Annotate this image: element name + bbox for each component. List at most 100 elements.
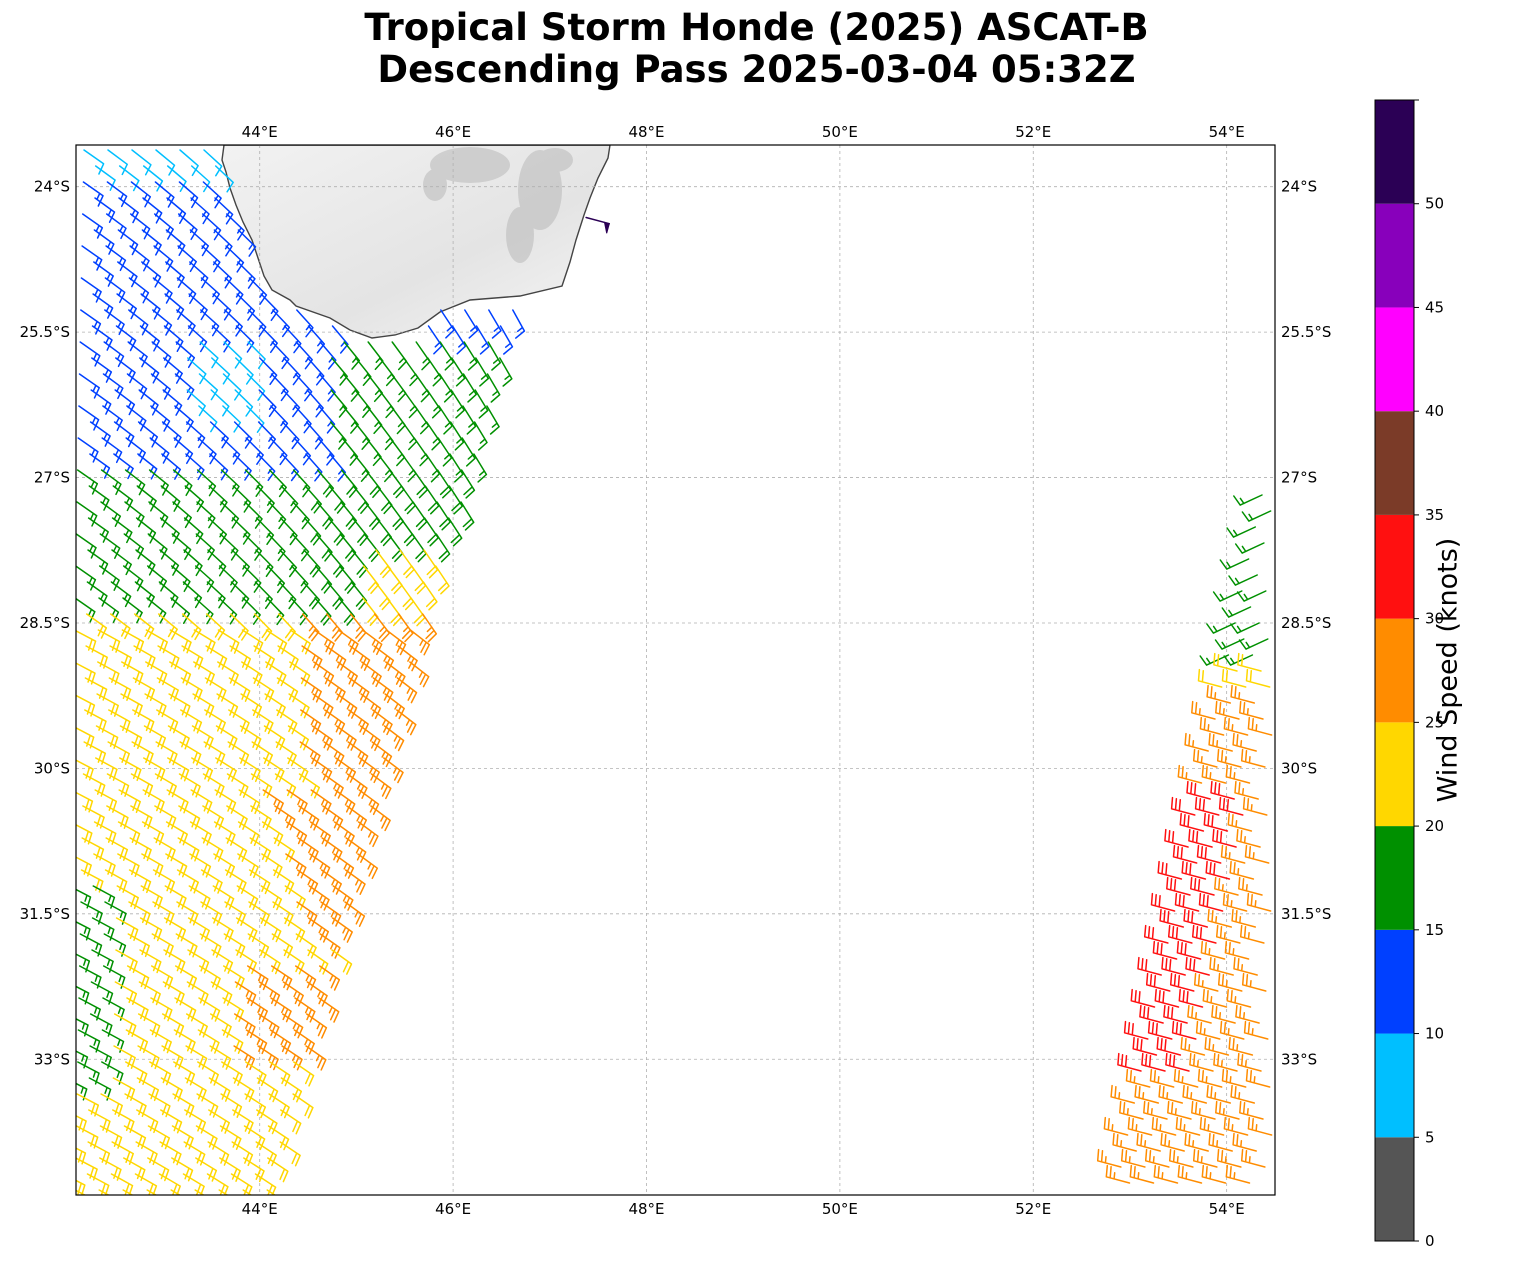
wind-barb — [211, 325, 231, 353]
wind-barb — [89, 453, 111, 479]
wind-barb — [312, 693, 334, 719]
wind-barb — [486, 405, 500, 435]
lon-tick-label-bottom: 44°E — [242, 1200, 278, 1218]
wind-barb — [163, 917, 187, 942]
wind-barb — [228, 677, 251, 702]
wind-barb — [200, 869, 223, 894]
wind-barb — [198, 405, 218, 433]
wind-barb — [1243, 1020, 1269, 1040]
wind-barb — [1160, 1132, 1185, 1152]
colorbar-tick-label: 30 — [1425, 610, 1444, 628]
wind-barb — [114, 981, 138, 1005]
wind-barb — [1204, 1036, 1230, 1056]
wind-barb — [193, 661, 215, 686]
wind-barb — [206, 1173, 229, 1195]
wind-barb — [109, 645, 132, 669]
colorbar-frame — [1374, 99, 1415, 1242]
wind-barb — [1194, 796, 1220, 816]
wind-barb — [1129, 1164, 1155, 1184]
wind-barb — [1143, 1100, 1168, 1120]
wind-barb — [243, 1125, 266, 1151]
wind-barb — [87, 517, 109, 543]
wind-barb — [300, 677, 322, 703]
wind-barb — [152, 869, 176, 894]
wind-barb — [258, 981, 281, 1007]
wind-barb — [1188, 828, 1213, 848]
wind-barb — [191, 757, 214, 782]
wind-barb — [1192, 1148, 1218, 1168]
wind-barb — [91, 325, 113, 351]
wind-barb — [115, 949, 138, 974]
wind-barb — [324, 709, 346, 735]
wind-barb — [124, 1093, 147, 1118]
wind-barb — [1186, 780, 1211, 800]
wind-barb — [331, 949, 353, 975]
wind-barb — [1143, 924, 1169, 944]
wind-barb — [1245, 1068, 1271, 1088]
wind-barb — [1193, 972, 1219, 992]
wind-barb — [1213, 652, 1238, 672]
wind-barb-flag — [603, 221, 610, 234]
wind-barb — [1238, 638, 1269, 650]
wind-barb — [190, 197, 210, 225]
wind-barb — [1230, 684, 1256, 704]
wind-barb — [216, 693, 239, 718]
wind-barb — [247, 933, 270, 959]
wind-barb — [1168, 1148, 1194, 1168]
lon-tick-label-bottom: 54°E — [1209, 1200, 1245, 1218]
colorbar-segment — [1375, 411, 1414, 515]
wind-barb — [80, 309, 102, 335]
chart-title-line-2: Descending Pass 2025-03-04 05:32Z — [377, 48, 1136, 91]
wind-barb — [1196, 844, 1222, 864]
lat-tick-label-right: 30°S — [1281, 759, 1317, 777]
wind-barb — [263, 757, 285, 783]
wind-barb — [195, 1125, 218, 1150]
wind-barb — [177, 837, 200, 862]
wind-barb — [257, 1045, 279, 1071]
wind-barb — [449, 453, 464, 483]
wind-barb — [1213, 1052, 1238, 1072]
wind-barb — [226, 805, 248, 830]
wind-barb — [161, 1045, 184, 1070]
wind-barb — [80, 277, 102, 303]
wind-barb — [1163, 1004, 1188, 1024]
wind-barb — [1176, 940, 1202, 960]
wind-barb — [170, 1189, 182, 1195]
wind-barb — [176, 869, 199, 894]
wind-barb — [198, 997, 221, 1022]
wind-barb — [237, 229, 257, 257]
wind-barb — [192, 693, 215, 718]
wind-barb — [118, 789, 141, 814]
wind-barb — [261, 821, 284, 847]
wind-barb — [251, 741, 274, 767]
wind-barb — [113, 1045, 136, 1069]
wind-barb — [282, 981, 304, 1007]
wind-barb — [239, 757, 261, 783]
wind-barb — [463, 341, 478, 371]
wind-barb — [161, 1013, 185, 1038]
wind-barb — [145, 661, 168, 686]
wind-barb — [232, 1077, 255, 1103]
wind-barb — [473, 453, 488, 483]
wind-barb — [1117, 1052, 1142, 1072]
colorbar-tick-label: 25 — [1425, 713, 1444, 731]
wind-barb — [252, 709, 274, 735]
wind-barb — [1190, 876, 1215, 896]
wind-barb — [194, 1189, 205, 1195]
wind-barb — [255, 1141, 277, 1167]
wind-barb — [208, 1077, 231, 1102]
wind-barb — [188, 885, 211, 910]
colorbar-segment — [1375, 100, 1414, 204]
wind-barb — [173, 1061, 196, 1086]
wind-barb — [475, 357, 490, 387]
wind-barb — [233, 1045, 256, 1071]
wind-barb — [218, 1189, 229, 1195]
lat-tick-label-left: 24°S — [34, 178, 70, 196]
wind-barb — [1120, 1148, 1146, 1168]
wind-barb — [269, 1029, 292, 1055]
wind-barb — [322, 773, 344, 799]
wind-barb — [147, 1125, 171, 1150]
wind-barb — [117, 853, 140, 878]
wind-barb — [143, 725, 167, 750]
wind-barb — [1112, 1132, 1137, 1152]
